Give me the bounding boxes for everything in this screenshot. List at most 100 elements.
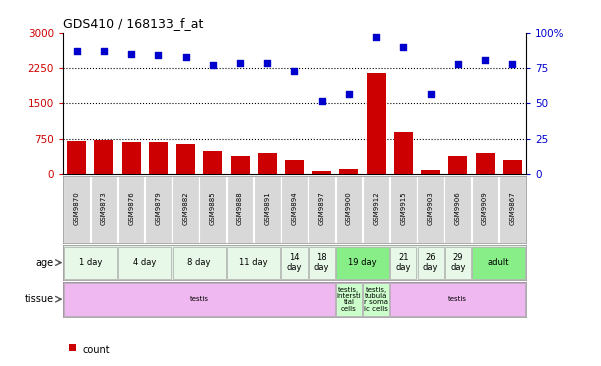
Bar bbox=[254, 176, 281, 243]
Bar bbox=[472, 176, 498, 243]
Bar bbox=[258, 153, 277, 174]
Text: GSM9885: GSM9885 bbox=[210, 191, 216, 225]
Bar bbox=[172, 176, 199, 243]
Text: count: count bbox=[82, 344, 110, 355]
Bar bbox=[363, 283, 389, 316]
Bar bbox=[145, 176, 172, 243]
Bar bbox=[285, 160, 304, 174]
Text: 14
day: 14 day bbox=[287, 253, 302, 272]
Text: GSM9903: GSM9903 bbox=[427, 191, 433, 225]
Text: GSM9915: GSM9915 bbox=[400, 191, 406, 225]
Text: testis: testis bbox=[190, 296, 209, 302]
Bar bbox=[335, 176, 362, 243]
Bar bbox=[502, 160, 522, 174]
Text: age: age bbox=[35, 258, 54, 268]
Bar bbox=[227, 247, 280, 279]
Bar bbox=[64, 247, 117, 279]
Bar bbox=[63, 176, 90, 243]
Bar bbox=[227, 176, 254, 243]
Bar bbox=[472, 247, 525, 279]
Text: testis,
intersti
tial
cells: testis, intersti tial cells bbox=[337, 287, 361, 311]
Bar bbox=[312, 171, 331, 174]
Bar bbox=[367, 73, 386, 174]
Text: adult: adult bbox=[488, 258, 510, 267]
Text: GSM9888: GSM9888 bbox=[237, 191, 243, 225]
Text: GDS410 / 168133_f_at: GDS410 / 168133_f_at bbox=[63, 17, 204, 30]
Text: 11 day: 11 day bbox=[239, 258, 268, 267]
Text: 21
day: 21 day bbox=[395, 253, 411, 272]
Bar bbox=[421, 170, 440, 174]
Bar bbox=[281, 176, 308, 243]
Point bbox=[126, 51, 136, 57]
Text: GSM9867: GSM9867 bbox=[509, 191, 515, 225]
Point bbox=[290, 68, 299, 74]
Text: 8 day: 8 day bbox=[188, 258, 211, 267]
Bar bbox=[448, 156, 468, 174]
Bar bbox=[309, 247, 335, 279]
Point bbox=[507, 61, 517, 67]
Text: GSM9900: GSM9900 bbox=[346, 191, 352, 225]
Bar bbox=[64, 283, 335, 316]
Bar bbox=[231, 156, 249, 174]
Bar bbox=[390, 176, 416, 243]
Text: GSM9876: GSM9876 bbox=[128, 191, 134, 225]
Point bbox=[480, 57, 490, 63]
Text: 1 day: 1 day bbox=[79, 258, 102, 267]
Bar bbox=[172, 247, 226, 279]
Point bbox=[426, 91, 435, 97]
Text: GSM9894: GSM9894 bbox=[291, 191, 297, 225]
Bar bbox=[340, 169, 358, 174]
Bar bbox=[118, 247, 171, 279]
Text: 4 day: 4 day bbox=[133, 258, 156, 267]
Bar bbox=[336, 283, 362, 316]
Text: GSM9891: GSM9891 bbox=[264, 191, 270, 225]
Text: GSM9912: GSM9912 bbox=[373, 191, 379, 225]
Bar bbox=[363, 176, 389, 243]
Bar bbox=[336, 247, 389, 279]
Text: GSM9906: GSM9906 bbox=[455, 191, 461, 225]
Point bbox=[398, 44, 408, 50]
Point bbox=[181, 54, 191, 60]
Bar bbox=[94, 139, 114, 174]
Bar bbox=[417, 176, 444, 243]
Text: 18
day: 18 day bbox=[314, 253, 329, 272]
Point bbox=[235, 60, 245, 66]
Text: 26
day: 26 day bbox=[423, 253, 438, 272]
Bar bbox=[499, 176, 526, 243]
Point bbox=[208, 63, 218, 68]
Point bbox=[317, 98, 326, 104]
Bar bbox=[445, 176, 471, 243]
Point bbox=[453, 61, 463, 67]
Bar bbox=[394, 132, 413, 174]
Point bbox=[72, 48, 82, 54]
Bar bbox=[281, 247, 308, 279]
Bar bbox=[67, 141, 87, 174]
Bar bbox=[475, 153, 495, 174]
Bar bbox=[176, 143, 195, 174]
Bar bbox=[390, 247, 416, 279]
Text: GSM9873: GSM9873 bbox=[101, 191, 107, 225]
Text: GSM9897: GSM9897 bbox=[319, 191, 325, 225]
Point bbox=[263, 60, 272, 66]
Bar bbox=[149, 142, 168, 174]
Point bbox=[154, 53, 163, 59]
Text: 29
day: 29 day bbox=[450, 253, 466, 272]
Text: GSM9870: GSM9870 bbox=[74, 191, 80, 225]
Bar bbox=[390, 283, 525, 316]
Text: 19 day: 19 day bbox=[348, 258, 377, 267]
Text: GSM9909: GSM9909 bbox=[482, 191, 488, 225]
Bar bbox=[91, 176, 117, 243]
Bar bbox=[445, 247, 471, 279]
Point bbox=[99, 48, 109, 54]
Bar bbox=[118, 176, 144, 243]
Text: GSM9879: GSM9879 bbox=[156, 191, 162, 225]
Point bbox=[344, 91, 354, 97]
Bar bbox=[418, 247, 444, 279]
Text: testis,
tubula
r soma
ic cells: testis, tubula r soma ic cells bbox=[364, 287, 388, 311]
Bar bbox=[203, 151, 222, 174]
Text: testis: testis bbox=[448, 296, 468, 302]
Text: GSM9882: GSM9882 bbox=[183, 191, 189, 225]
Bar bbox=[200, 176, 226, 243]
Bar bbox=[308, 176, 335, 243]
Text: tissue: tissue bbox=[25, 294, 54, 304]
